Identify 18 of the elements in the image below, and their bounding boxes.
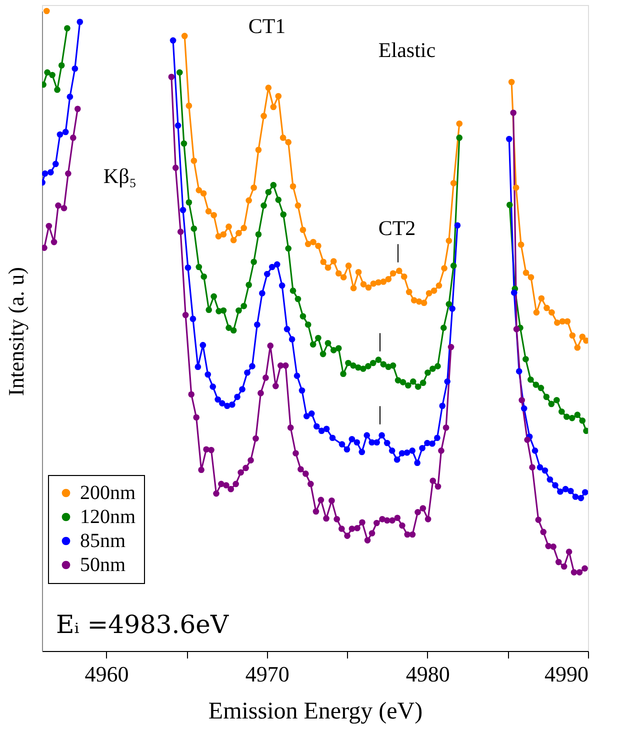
x-axis-title: Emission Energy (eV): [208, 698, 423, 724]
annotation: CT2: [378, 216, 416, 240]
legend-label: 200nm: [80, 482, 136, 504]
annotation: Elastic: [378, 38, 436, 62]
annotation: CT1: [248, 14, 286, 38]
x-tick-label: 4990: [544, 662, 588, 686]
x-tick-label: 4970: [245, 662, 290, 686]
x-tick-label: 4980: [406, 662, 450, 686]
x-tick-label: 4960: [84, 662, 129, 686]
annotation: Kβ₅: [103, 164, 137, 188]
annotation: Eᵢ =4983.6eV: [56, 610, 230, 639]
annotation: |: [378, 403, 382, 425]
legend-label: 85nm: [80, 530, 126, 552]
annotation: |: [378, 330, 382, 352]
legend-label: 120nm: [80, 506, 136, 528]
annotation: |: [396, 241, 400, 263]
y-axis-title: Intensity (a. u): [4, 267, 28, 396]
legend-label: 50nm: [80, 554, 126, 576]
